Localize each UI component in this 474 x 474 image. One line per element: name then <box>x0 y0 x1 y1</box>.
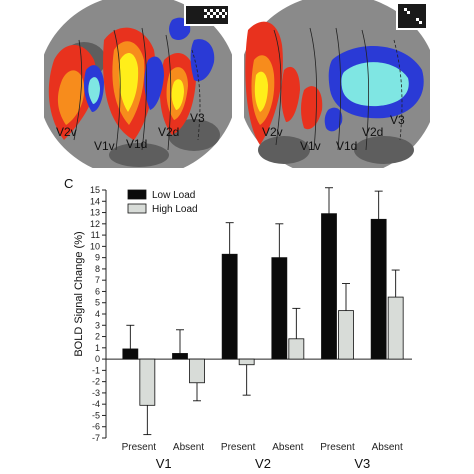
bar-high-load <box>288 338 305 360</box>
chart-legend: Low Load High Load <box>127 189 198 215</box>
y-tick-label: 2 <box>95 332 100 342</box>
label-v2v-b: V2v <box>262 125 283 139</box>
x-group-label: V2 <box>255 456 271 471</box>
legend-swatch <box>127 203 147 214</box>
y-tick-label: 14 <box>90 196 100 206</box>
panel-c-letter: C <box>64 176 73 191</box>
x-category-label: Present <box>320 442 355 453</box>
bar-low-load <box>122 348 139 360</box>
x-category-label: Absent <box>372 442 403 453</box>
panel-a-map-graphic: A V2v V1v V1d V2d V3 <box>44 0 232 168</box>
chart-bars <box>122 187 404 436</box>
label-v2d: V2d <box>158 125 179 139</box>
y-tick-label: -7 <box>92 433 100 443</box>
y-tick-label: -2 <box>92 377 100 387</box>
bar-high-load <box>139 358 156 406</box>
panel-a-cortex-map: A V2v V1v V1d V2d V3 <box>44 0 232 168</box>
label-v1v-b: V1v <box>300 139 321 153</box>
legend-label: High Load <box>152 204 198 215</box>
bar-low-load <box>271 257 288 360</box>
x-category-label: Present <box>122 442 157 453</box>
label-v2d-b: V2d <box>362 125 383 139</box>
bar-low-load <box>321 213 337 360</box>
y-tick-label: -4 <box>92 399 100 409</box>
y-tick-label: 4 <box>95 309 100 319</box>
label-v3: V3 <box>190 111 205 125</box>
y-axis-label: BOLD Signal Change (%) <box>73 231 85 356</box>
label-v1d-b: V1d <box>336 139 357 153</box>
y-tick-label: 12 <box>90 219 100 229</box>
y-tick-label: 11 <box>91 230 100 240</box>
x-category-label: Absent <box>272 442 303 453</box>
legend-swatch <box>127 189 147 200</box>
y-tick-label: 15 <box>90 185 100 195</box>
bar-high-load <box>338 310 354 360</box>
x-group-label: V1 <box>156 456 172 471</box>
checkerboard-stimulus-icon <box>184 4 230 26</box>
bar-low-load <box>370 218 387 360</box>
corner-stimulus-icon <box>396 2 428 30</box>
y-tick-label: 5 <box>95 298 100 308</box>
y-tick-label: 0 <box>95 354 100 364</box>
panel-b-map-graphic: B V2v V1v V1d V2d V3 <box>244 0 430 168</box>
bold-signal-bar-chart: C -7-6-5-4-3-2-10123456789101112131415Pr… <box>64 176 412 471</box>
panel-a-letter: A <box>50 5 60 21</box>
y-tick-label: -3 <box>92 388 100 398</box>
chart-axes: -7-6-5-4-3-2-10123456789101112131415Pres… <box>90 185 412 471</box>
y-tick-label: 3 <box>95 320 100 330</box>
y-tick-label: 13 <box>90 208 100 218</box>
panel-b-letter: B <box>250 5 259 21</box>
x-group-label: V3 <box>354 456 370 471</box>
x-category-label: Absent <box>173 442 204 453</box>
label-v1v: V1v <box>94 139 115 153</box>
y-tick-label: -5 <box>92 410 100 420</box>
y-tick-label: 8 <box>95 264 100 274</box>
y-tick-label: -1 <box>92 365 100 375</box>
panel-b-cortex-map: B V2v V1v V1d V2d V3 <box>244 0 430 168</box>
bar-high-load <box>238 358 255 366</box>
y-tick-label: 7 <box>95 275 100 285</box>
x-category-label: Present <box>221 442 256 453</box>
y-tick-label: 6 <box>95 286 100 296</box>
bar-low-load <box>221 253 238 360</box>
y-tick-label: -6 <box>92 422 100 432</box>
y-tick-label: 9 <box>95 253 100 263</box>
bar-low-load <box>172 353 188 360</box>
label-v1d: V1d <box>126 137 147 151</box>
bar-high-load <box>387 296 404 360</box>
label-v3-b: V3 <box>390 113 405 127</box>
legend-label: Low Load <box>152 190 195 201</box>
y-tick-label: 1 <box>95 343 100 353</box>
bar-high-load <box>189 358 205 384</box>
label-v2v: V2v <box>56 125 77 139</box>
y-tick-label: 10 <box>90 241 100 251</box>
